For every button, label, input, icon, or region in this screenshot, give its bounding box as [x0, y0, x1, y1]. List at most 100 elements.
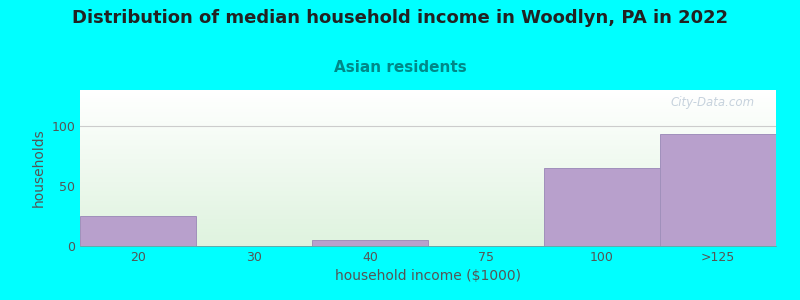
Bar — [80, 167, 776, 168]
Bar — [80, 208, 776, 210]
Bar — [80, 184, 776, 185]
X-axis label: household income ($1000): household income ($1000) — [335, 269, 521, 284]
Bar — [80, 193, 776, 194]
Bar — [80, 179, 776, 181]
Bar — [80, 134, 776, 135]
Bar — [80, 104, 776, 106]
Bar — [80, 128, 776, 129]
Bar — [80, 207, 776, 208]
Bar — [80, 223, 776, 224]
Bar — [80, 198, 776, 199]
Bar — [80, 95, 776, 96]
Bar — [80, 241, 776, 243]
Bar — [80, 226, 776, 227]
Bar — [80, 123, 776, 124]
Bar — [80, 185, 776, 187]
Bar — [544, 168, 660, 246]
Bar — [80, 126, 776, 128]
Bar — [80, 145, 776, 146]
Bar — [80, 142, 776, 143]
Bar — [80, 229, 776, 230]
Bar — [80, 109, 776, 110]
Bar — [80, 120, 776, 121]
Bar — [80, 115, 776, 116]
Bar — [80, 221, 776, 223]
Bar — [80, 177, 776, 179]
Bar — [80, 227, 776, 229]
Bar — [660, 134, 776, 246]
Bar — [80, 143, 776, 145]
Bar — [80, 160, 776, 162]
Bar — [80, 173, 776, 174]
Bar — [80, 194, 776, 196]
Bar — [80, 112, 776, 113]
Bar — [80, 171, 776, 173]
Bar — [80, 163, 776, 165]
Bar — [80, 130, 776, 132]
Bar — [80, 146, 776, 148]
Bar — [80, 98, 776, 99]
Bar — [80, 135, 776, 137]
Bar — [80, 199, 776, 201]
Bar — [80, 210, 776, 212]
Bar — [80, 218, 776, 220]
Bar — [80, 216, 196, 246]
Bar — [80, 165, 776, 166]
Bar — [80, 243, 776, 244]
Bar — [80, 168, 776, 170]
Bar — [80, 151, 776, 152]
Bar — [80, 169, 776, 171]
Bar — [80, 244, 776, 246]
Bar — [80, 140, 776, 142]
Bar — [80, 129, 776, 130]
Bar — [80, 138, 776, 140]
Bar — [80, 154, 776, 155]
Bar — [80, 202, 776, 204]
Bar — [80, 240, 776, 241]
Bar — [80, 148, 776, 149]
Bar — [80, 232, 776, 233]
Bar — [80, 212, 776, 213]
Bar — [80, 238, 776, 240]
Bar — [80, 137, 776, 138]
Bar — [80, 149, 776, 151]
Bar — [80, 96, 776, 98]
Bar — [80, 206, 776, 207]
Text: Asian residents: Asian residents — [334, 60, 466, 75]
Bar — [80, 155, 776, 157]
Bar — [80, 106, 776, 107]
Bar — [80, 230, 776, 232]
Bar — [80, 113, 776, 115]
Bar — [80, 116, 776, 118]
Bar — [80, 124, 776, 126]
Bar — [80, 216, 776, 218]
Text: City-Data.com: City-Data.com — [671, 96, 755, 109]
Bar — [80, 101, 776, 103]
Bar — [80, 213, 776, 215]
Bar — [80, 215, 776, 216]
Bar — [312, 240, 428, 246]
Bar — [80, 159, 776, 160]
Bar — [80, 152, 776, 154]
Bar — [80, 162, 776, 163]
Y-axis label: households: households — [32, 129, 46, 207]
Bar — [80, 237, 776, 238]
Bar — [80, 110, 776, 112]
Bar — [80, 103, 776, 104]
Bar — [80, 181, 776, 182]
Bar — [80, 235, 776, 237]
Bar — [80, 188, 776, 190]
Bar — [80, 201, 776, 202]
Bar — [80, 121, 776, 123]
Bar — [80, 174, 776, 176]
Bar — [80, 220, 776, 221]
Bar — [80, 176, 776, 177]
Bar — [80, 204, 776, 206]
Bar — [80, 92, 776, 93]
Bar — [80, 187, 776, 188]
Bar — [80, 191, 776, 193]
Bar — [80, 182, 776, 184]
Bar — [80, 190, 776, 191]
Bar — [80, 224, 776, 226]
Bar — [80, 93, 776, 95]
